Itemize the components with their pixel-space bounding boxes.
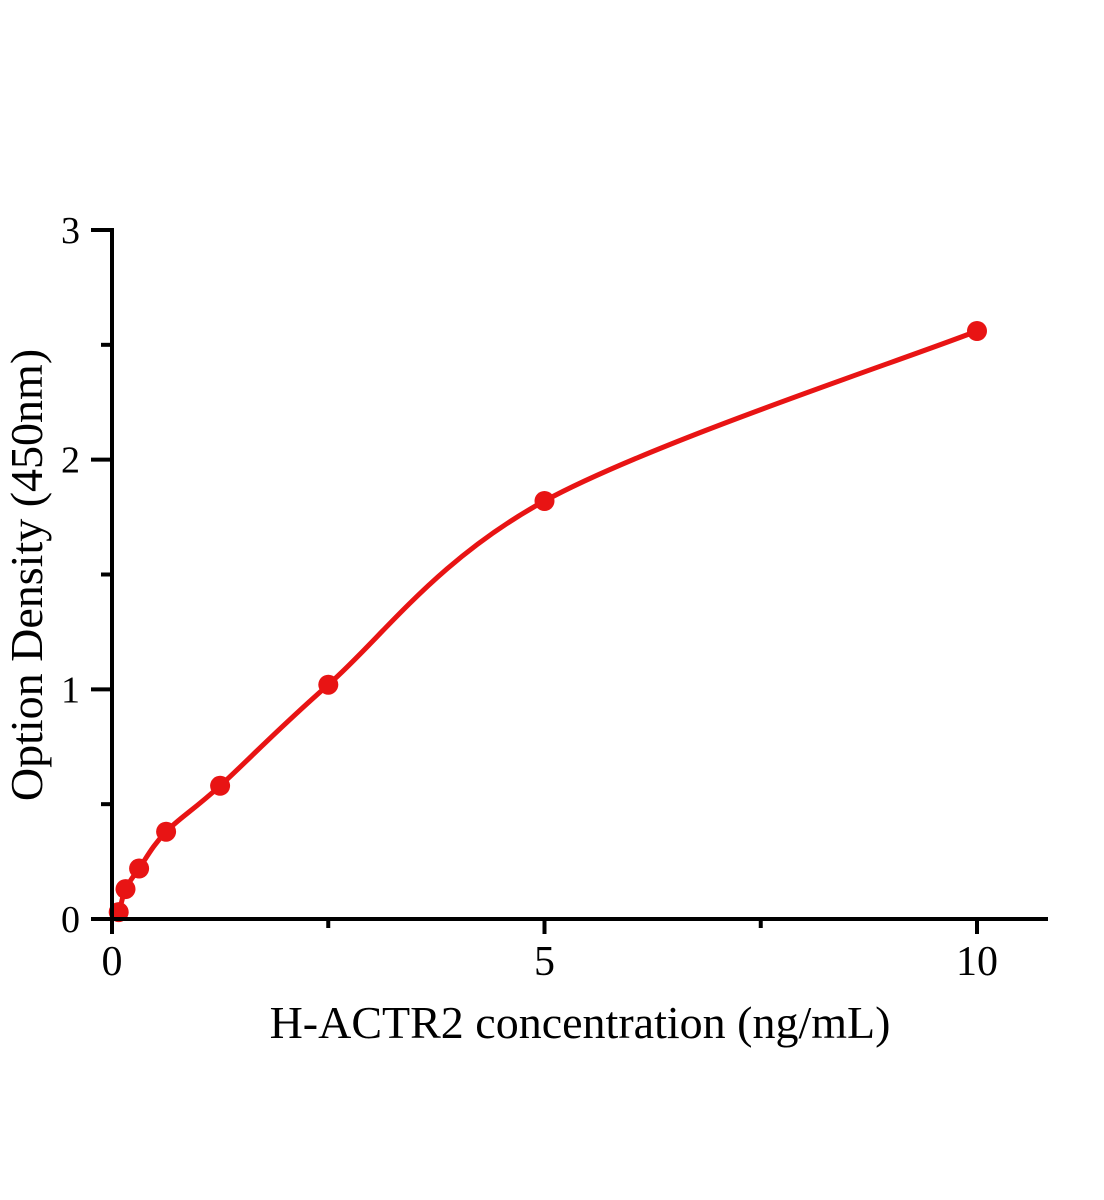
- data-layer: [108, 321, 987, 923]
- data-point: [534, 491, 555, 511]
- x-axis-title: H-ACTR2 concentration (ng/mL): [270, 997, 891, 1048]
- y-tick-label: 3: [61, 210, 80, 252]
- y-tick-label: 2: [61, 440, 80, 482]
- y-tick-label: 1: [61, 669, 80, 711]
- data-point: [210, 775, 231, 796]
- x-tick-label: 0: [102, 939, 123, 985]
- x-tick-label: 5: [534, 939, 555, 985]
- data-point: [156, 821, 177, 842]
- fit-curve: [109, 328, 980, 922]
- data-point: [318, 674, 339, 695]
- y-tick-label: 0: [61, 899, 80, 941]
- y-axis-title: Option Density (450nm): [1, 349, 52, 801]
- x-tick-label: 10: [956, 939, 998, 985]
- data-point: [967, 321, 987, 341]
- data-point: [129, 858, 150, 879]
- data-point: [115, 879, 136, 900]
- axes-layer: 0 5 10 0 1 2 3: [61, 210, 1048, 985]
